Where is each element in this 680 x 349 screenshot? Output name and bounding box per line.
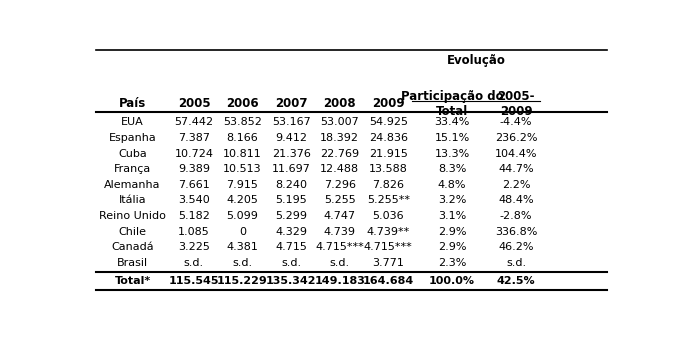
Text: 4.747: 4.747: [324, 211, 356, 221]
Text: 1.085: 1.085: [178, 227, 210, 237]
Text: 53.167: 53.167: [272, 118, 311, 127]
Text: 12.488: 12.488: [320, 164, 359, 174]
Text: Total*: Total*: [114, 276, 151, 286]
Text: 9.389: 9.389: [178, 164, 210, 174]
Text: Espanha: Espanha: [109, 133, 156, 143]
Text: 5.255**: 5.255**: [367, 195, 409, 206]
Text: 10.811: 10.811: [223, 149, 262, 159]
Text: Participação do
Total: Participação do Total: [401, 90, 503, 118]
Text: País: País: [119, 97, 146, 110]
Text: 0: 0: [239, 227, 246, 237]
Text: 7.915: 7.915: [226, 180, 258, 190]
Text: 135.342: 135.342: [266, 276, 316, 286]
Text: 42.5%: 42.5%: [496, 276, 535, 286]
Text: 104.4%: 104.4%: [495, 149, 537, 159]
Text: 2006: 2006: [226, 97, 259, 110]
Text: 2005: 2005: [177, 97, 210, 110]
Text: 5.195: 5.195: [275, 195, 307, 206]
Text: s.d.: s.d.: [233, 258, 252, 268]
Text: -4.4%: -4.4%: [500, 118, 532, 127]
Text: 13.588: 13.588: [369, 164, 407, 174]
Text: 10.513: 10.513: [223, 164, 262, 174]
Text: 10.724: 10.724: [175, 149, 214, 159]
Text: 44.7%: 44.7%: [498, 164, 534, 174]
Text: 4.715***: 4.715***: [316, 242, 364, 252]
Text: 4.739**: 4.739**: [367, 227, 410, 237]
Text: 4.715: 4.715: [275, 242, 307, 252]
Text: s.d.: s.d.: [281, 258, 301, 268]
Text: 7.661: 7.661: [178, 180, 210, 190]
Text: 4.715***: 4.715***: [364, 242, 413, 252]
Text: 2.2%: 2.2%: [502, 180, 530, 190]
Text: 4.739: 4.739: [324, 227, 356, 237]
Text: 2.3%: 2.3%: [438, 258, 466, 268]
Text: 7.387: 7.387: [178, 133, 210, 143]
Text: 13.3%: 13.3%: [435, 149, 470, 159]
Text: 18.392: 18.392: [320, 133, 359, 143]
Text: 4.329: 4.329: [275, 227, 307, 237]
Text: 57.442: 57.442: [174, 118, 214, 127]
Text: Reino Unido: Reino Unido: [99, 211, 166, 221]
Text: s.d.: s.d.: [506, 258, 526, 268]
Text: Brasil: Brasil: [117, 258, 148, 268]
Text: s.d.: s.d.: [184, 258, 204, 268]
Text: Itália: Itália: [119, 195, 146, 206]
Text: 4.8%: 4.8%: [438, 180, 466, 190]
Text: 236.2%: 236.2%: [495, 133, 537, 143]
Text: 3.225: 3.225: [178, 242, 210, 252]
Text: 5.036: 5.036: [373, 211, 404, 221]
Text: 7.296: 7.296: [324, 180, 356, 190]
Text: 8.166: 8.166: [226, 133, 258, 143]
Text: 2.9%: 2.9%: [438, 242, 466, 252]
Text: 100.0%: 100.0%: [429, 276, 475, 286]
Text: 2005-
2009: 2005- 2009: [497, 90, 534, 118]
Text: 4.205: 4.205: [226, 195, 258, 206]
Text: -2.8%: -2.8%: [500, 211, 532, 221]
Text: 2009: 2009: [372, 97, 405, 110]
Text: 48.4%: 48.4%: [498, 195, 534, 206]
Text: Canadá: Canadá: [112, 242, 154, 252]
Text: Cuba: Cuba: [118, 149, 147, 159]
Text: 53.852: 53.852: [223, 118, 262, 127]
Text: 54.925: 54.925: [369, 118, 408, 127]
Text: 149.183: 149.183: [314, 276, 365, 286]
Text: França: França: [114, 164, 151, 174]
Text: 115.229: 115.229: [217, 276, 268, 286]
Text: 24.836: 24.836: [369, 133, 408, 143]
Text: EUA: EUA: [121, 118, 144, 127]
Text: 2.9%: 2.9%: [438, 227, 466, 237]
Text: 3.2%: 3.2%: [438, 195, 466, 206]
Text: 4.381: 4.381: [226, 242, 258, 252]
Text: 2008: 2008: [323, 97, 356, 110]
Text: 5.299: 5.299: [275, 211, 307, 221]
Text: 5.099: 5.099: [226, 211, 258, 221]
Text: 164.684: 164.684: [362, 276, 414, 286]
Text: 11.697: 11.697: [271, 164, 311, 174]
Text: 336.8%: 336.8%: [495, 227, 537, 237]
Text: 3.771: 3.771: [372, 258, 404, 268]
Text: 7.826: 7.826: [372, 180, 404, 190]
Text: 33.4%: 33.4%: [435, 118, 470, 127]
Text: 8.240: 8.240: [275, 180, 307, 190]
Text: Chile: Chile: [118, 227, 147, 237]
Text: 115.545: 115.545: [169, 276, 219, 286]
Text: Evolução: Evolução: [447, 54, 506, 67]
Text: 2007: 2007: [275, 97, 307, 110]
Text: 22.769: 22.769: [320, 149, 359, 159]
Text: 8.3%: 8.3%: [438, 164, 466, 174]
Text: s.d.: s.d.: [330, 258, 350, 268]
Text: 53.007: 53.007: [320, 118, 359, 127]
Text: Alemanha: Alemanha: [104, 180, 161, 190]
Text: 46.2%: 46.2%: [498, 242, 534, 252]
Text: 15.1%: 15.1%: [435, 133, 470, 143]
Text: 3.1%: 3.1%: [438, 211, 466, 221]
Text: 5.255: 5.255: [324, 195, 356, 206]
Text: 21.376: 21.376: [271, 149, 311, 159]
Text: 9.412: 9.412: [275, 133, 307, 143]
Text: 3.540: 3.540: [178, 195, 210, 206]
Text: 21.915: 21.915: [369, 149, 407, 159]
Text: 5.182: 5.182: [178, 211, 210, 221]
